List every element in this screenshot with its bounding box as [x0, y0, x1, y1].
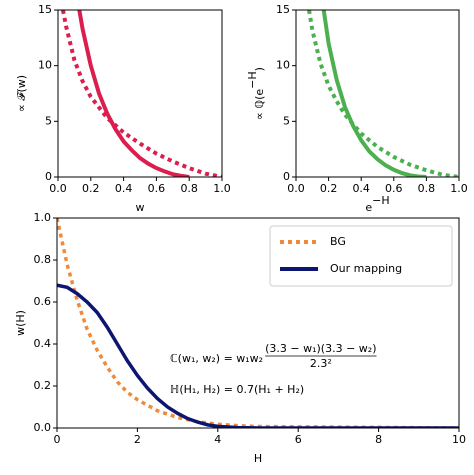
x-tick-label: 0.0: [49, 182, 67, 195]
legend-label: Our mapping: [330, 262, 402, 275]
y-axis-label: ∝ 𝓕(w): [15, 75, 28, 112]
label-text: w: [136, 201, 145, 214]
x-tick-label: 8: [375, 433, 382, 446]
x-tick-label: 0.6: [385, 182, 403, 195]
data-line: [60, 10, 222, 177]
data-line: [57, 218, 459, 428]
y-tick-label: 0.8: [34, 253, 52, 266]
y-tick-label: 0.6: [34, 295, 52, 308]
x-tick-label: 0.2: [82, 182, 100, 195]
plot-frame: [57, 9, 223, 178]
x-tick-label: 0.4: [352, 182, 370, 195]
label-superscript: −H: [246, 71, 259, 89]
data-line: [77, 10, 190, 177]
plot-frame: [295, 9, 460, 178]
data-line: [57, 283, 459, 428]
y-axis-label: ∝ ℚ(e−H): [246, 67, 266, 120]
label-text: ): [253, 67, 266, 71]
y-tick-label: 10: [276, 59, 290, 72]
annotation-numerator: (3.3 − w₁)(3.3 − w₂): [265, 342, 376, 355]
x-tick-label: 0.2: [320, 182, 338, 195]
x-tick-label: 0.8: [180, 182, 198, 195]
data-line: [321, 10, 427, 177]
y-tick-label: 1.0: [34, 211, 52, 224]
x-axis-label: H: [254, 452, 262, 465]
label-text: e: [365, 201, 372, 214]
y-tick-label: 10: [38, 59, 52, 72]
x-tick-label: 1.0: [213, 182, 231, 195]
label-text: ∝ ℚ(e: [253, 89, 266, 120]
plot-frame: [56, 217, 460, 429]
y-tick-label: 5: [45, 114, 52, 127]
x-tick-label: 2: [134, 433, 141, 446]
y-tick-label: 0.4: [34, 337, 52, 350]
x-tick-label: 4: [214, 433, 221, 446]
label-text: w(H): [14, 310, 27, 336]
x-tick-label: 1.0: [450, 182, 468, 195]
label-text: H: [254, 452, 262, 465]
x-tick-label: 0.8: [418, 182, 436, 195]
y-tick-label: 0: [45, 170, 52, 183]
annotation-denominator: 2.3²: [310, 357, 332, 370]
legend-box: [269, 225, 453, 287]
x-tick-label: 0: [54, 433, 61, 446]
y-tick-label: 0.0: [34, 421, 52, 434]
x-axis-label: w: [136, 201, 145, 214]
y-tick-label: 15: [276, 3, 290, 16]
annotation: ℂ(w₁, w₂) = w₁w₂: [170, 352, 263, 365]
data-line: [307, 10, 459, 177]
x-tick-label: 10: [452, 433, 466, 446]
x-tick-label: 0.0: [287, 182, 305, 195]
label-superscript: −H: [372, 194, 390, 207]
y-tick-label: 0.2: [34, 379, 52, 392]
x-tick-label: 6: [295, 433, 302, 446]
y-tick-label: 15: [38, 3, 52, 16]
y-tick-label: 0: [283, 170, 290, 183]
y-axis-label: w(H): [14, 310, 27, 336]
x-tick-label: 0.4: [115, 182, 133, 195]
x-tick-label: 0.6: [148, 182, 166, 195]
label-text: ∝ 𝓕(w): [15, 75, 28, 112]
legend-label: BG: [330, 235, 346, 248]
y-tick-label: 5: [283, 114, 290, 127]
annotation: ℍ(H₁, H₂) = 0.7(H₁ + H₂): [170, 383, 304, 396]
x-axis-label: e−H: [365, 194, 389, 214]
